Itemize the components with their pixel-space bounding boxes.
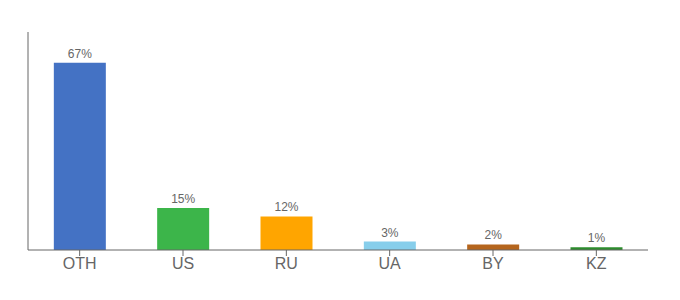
svg-text:1%: 1% xyxy=(588,231,606,245)
svg-text:UA: UA xyxy=(379,255,402,272)
svg-text:OTH: OTH xyxy=(63,255,97,272)
svg-text:BY: BY xyxy=(482,255,504,272)
svg-text:RU: RU xyxy=(275,255,298,272)
svg-text:3%: 3% xyxy=(381,226,399,240)
svg-text:15%: 15% xyxy=(171,192,195,206)
svg-text:KZ: KZ xyxy=(586,255,607,272)
svg-text:2%: 2% xyxy=(484,228,502,242)
svg-text:US: US xyxy=(172,255,194,272)
svg-text:67%: 67% xyxy=(68,47,92,61)
svg-text:12%: 12% xyxy=(274,200,298,214)
